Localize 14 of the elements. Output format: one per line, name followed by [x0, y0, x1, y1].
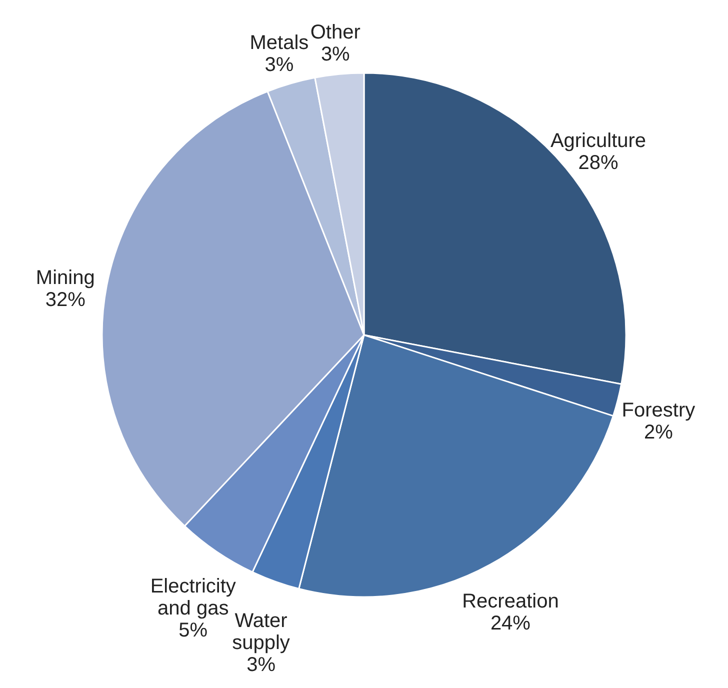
data-label: 2%: [644, 422, 674, 444]
slice-label: Metals: [250, 32, 309, 54]
data-label: 5%: [178, 619, 208, 642]
data-label: 24%: [490, 612, 531, 634]
slice-label: Forestry: [622, 400, 696, 422]
data-label: 32%: [45, 289, 86, 312]
data-label: 3%: [320, 43, 350, 66]
data-label: 28%: [578, 152, 618, 174]
slice-label: Mining: [36, 267, 95, 290]
slice-label: Agriculture: [550, 130, 646, 152]
data-label: 3%: [264, 54, 294, 76]
slice-label: Recreation: [462, 590, 559, 612]
slice-label: Other: [310, 21, 361, 44]
data-label: 3%: [246, 654, 276, 676]
